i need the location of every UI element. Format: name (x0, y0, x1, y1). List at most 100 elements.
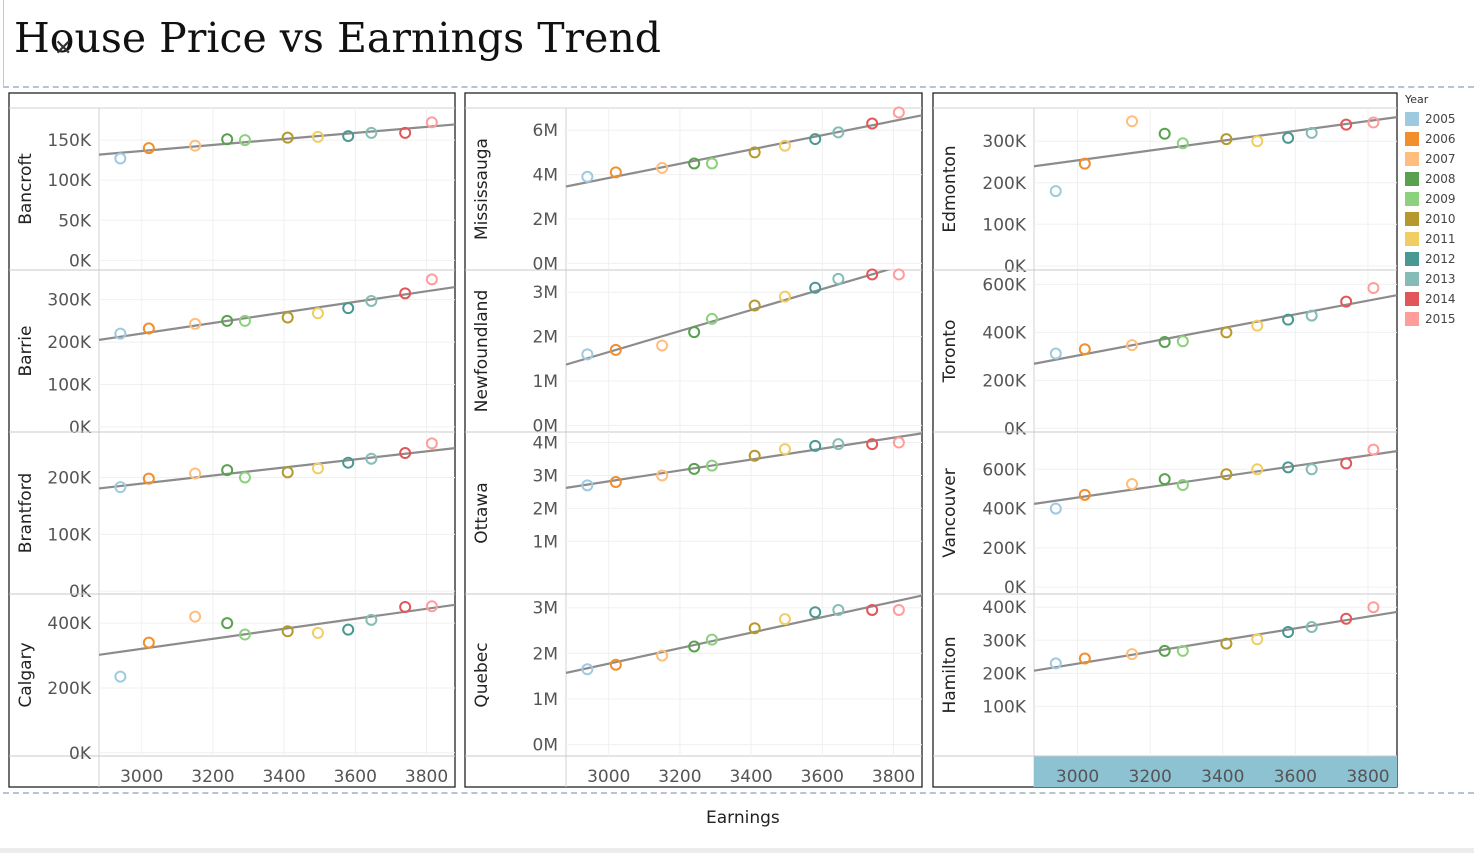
legend-item[interactable]: 2015 (1405, 309, 1456, 329)
legend-item[interactable]: 2014 (1405, 289, 1456, 309)
data-point[interactable] (189, 467, 202, 480)
data-point[interactable] (1158, 473, 1171, 486)
data-point[interactable] (238, 314, 251, 327)
data-point[interactable] (656, 469, 669, 482)
data-point[interactable] (1176, 335, 1189, 348)
data-point[interactable] (581, 663, 594, 676)
data-point[interactable] (1176, 644, 1189, 657)
data-point[interactable] (748, 146, 761, 159)
data-point[interactable] (1340, 612, 1353, 625)
data-point[interactable] (311, 130, 324, 143)
data-point[interactable] (281, 625, 294, 638)
legend-item[interactable]: 2008 (1405, 169, 1456, 189)
data-point[interactable] (892, 106, 905, 119)
data-point[interactable] (892, 603, 905, 616)
data-point[interactable] (581, 479, 594, 492)
data-point[interactable] (142, 472, 155, 485)
data-point[interactable] (1282, 461, 1295, 474)
legend-item[interactable]: 2013 (1405, 269, 1456, 289)
data-point[interactable] (238, 134, 251, 147)
data-point[interactable] (1340, 457, 1353, 470)
data-point[interactable] (688, 462, 701, 475)
data-point[interactable] (1305, 126, 1318, 139)
data-point[interactable] (311, 462, 324, 475)
close-icon[interactable]: ✕ (54, 36, 73, 61)
data-point[interactable] (1251, 135, 1264, 148)
data-point[interactable] (1220, 326, 1233, 339)
data-point[interactable] (809, 281, 822, 294)
data-point[interactable] (142, 636, 155, 649)
data-point[interactable] (311, 307, 324, 320)
data-point[interactable] (1158, 127, 1171, 140)
data-point[interactable] (1158, 336, 1171, 348)
data-point[interactable] (748, 449, 761, 462)
legend-item[interactable]: 2005 (1405, 109, 1456, 129)
data-point[interactable] (399, 600, 412, 613)
data-point[interactable] (189, 139, 202, 152)
legend-item[interactable]: 2006 (1405, 129, 1456, 149)
data-point[interactable] (425, 600, 438, 613)
data-point[interactable] (342, 456, 355, 469)
data-point[interactable] (705, 459, 718, 472)
data-point[interactable] (1126, 478, 1139, 491)
data-point[interactable] (281, 311, 294, 324)
data-point[interactable] (1367, 282, 1380, 294)
data-point[interactable] (1367, 443, 1380, 456)
data-point[interactable] (832, 272, 845, 285)
data-point[interactable] (1220, 637, 1233, 650)
data-point[interactable] (778, 443, 791, 456)
data-point[interactable] (892, 268, 905, 281)
data-point[interactable] (656, 339, 669, 352)
data-point[interactable] (866, 117, 879, 130)
data-point[interactable] (1078, 488, 1091, 501)
data-point[interactable] (311, 626, 324, 639)
data-point[interactable] (609, 476, 622, 489)
data-point[interactable] (281, 466, 294, 479)
data-point[interactable] (1220, 468, 1233, 481)
data-point[interactable] (365, 294, 378, 307)
data-point[interactable] (656, 161, 669, 174)
data-point[interactable] (1049, 347, 1062, 360)
legend-item[interactable]: 2010 (1405, 209, 1456, 229)
x-axis-highlight[interactable] (1034, 756, 1397, 787)
data-point[interactable] (365, 613, 378, 626)
data-point[interactable] (342, 130, 355, 143)
data-point[interactable] (189, 610, 202, 623)
data-point[interactable] (866, 603, 879, 616)
data-point[interactable] (809, 133, 822, 146)
data-point[interactable] (832, 603, 845, 616)
data-point[interactable] (114, 152, 127, 165)
data-point[interactable] (778, 613, 791, 626)
data-point[interactable] (1049, 502, 1062, 515)
data-point[interactable] (1251, 319, 1264, 332)
data-point[interactable] (609, 658, 622, 671)
legend-item[interactable]: 2007 (1405, 149, 1456, 169)
data-point[interactable] (114, 670, 127, 683)
data-point[interactable] (1126, 115, 1139, 128)
data-point[interactable] (892, 436, 905, 449)
data-point[interactable] (342, 623, 355, 636)
data-point[interactable] (1367, 116, 1380, 129)
data-point[interactable] (142, 142, 155, 155)
data-point[interactable] (581, 348, 594, 361)
data-point[interactable] (114, 327, 127, 340)
data-point[interactable] (705, 633, 718, 646)
data-point[interactable] (581, 170, 594, 183)
data-point[interactable] (342, 302, 355, 315)
data-point[interactable] (399, 287, 412, 300)
data-point[interactable] (1078, 343, 1091, 356)
data-point[interactable] (705, 312, 718, 325)
data-point[interactable] (1078, 157, 1091, 170)
data-point[interactable] (1305, 463, 1318, 476)
data-point[interactable] (609, 166, 622, 179)
data-point[interactable] (425, 116, 438, 129)
data-point[interactable] (1340, 118, 1353, 131)
data-point[interactable] (1282, 131, 1295, 144)
data-point[interactable] (809, 439, 822, 452)
data-point[interactable] (365, 452, 378, 465)
data-point[interactable] (778, 290, 791, 303)
data-point[interactable] (809, 606, 822, 619)
data-point[interactable] (748, 622, 761, 635)
data-point[interactable] (221, 617, 234, 630)
data-point[interactable] (1367, 601, 1380, 614)
